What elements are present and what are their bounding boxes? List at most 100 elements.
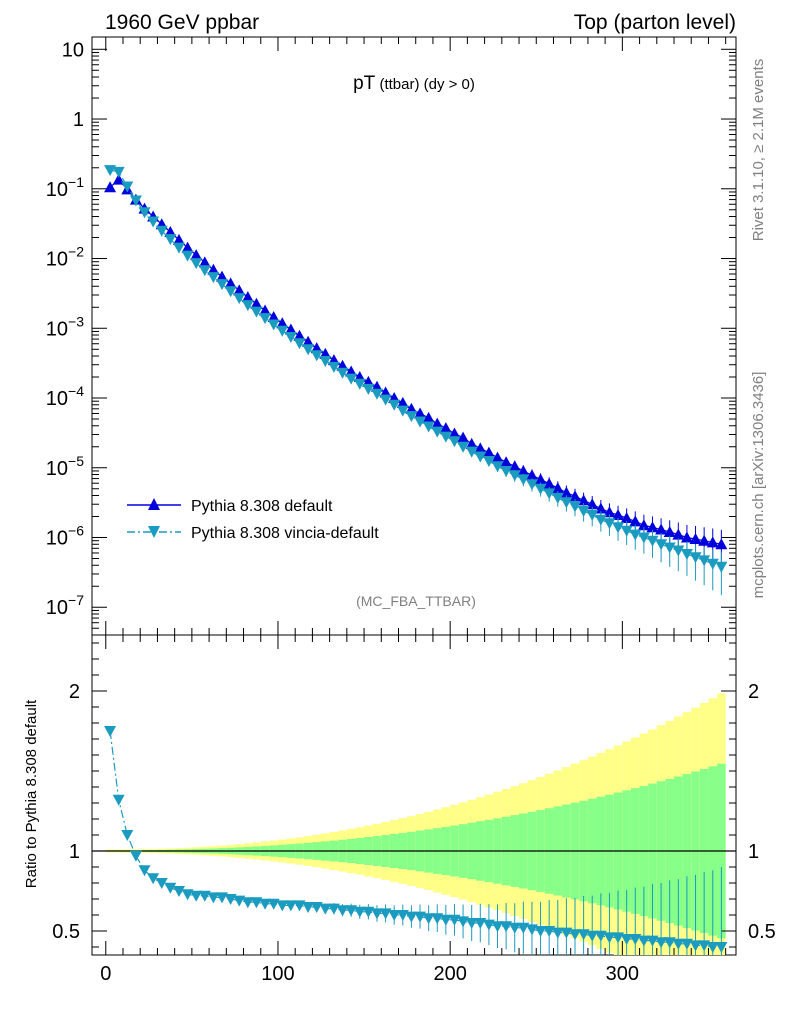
ratio-marker: [147, 873, 160, 885]
ratio-marker: [439, 914, 452, 926]
ratio-marker: [715, 942, 728, 953]
marker-default: [500, 456, 513, 468]
marker-vincia: [267, 319, 280, 331]
marker-vincia: [560, 497, 573, 509]
ratio-marker: [508, 922, 521, 934]
ratio-marker: [250, 897, 263, 909]
ratio-marker: [663, 937, 676, 949]
marker-vincia: [164, 234, 177, 246]
marker-default: [284, 323, 297, 335]
marker-vincia: [104, 165, 117, 177]
marker-default: [259, 304, 272, 316]
marker-vincia: [715, 561, 728, 573]
marker-vincia: [431, 426, 444, 438]
ratio-marker: [327, 903, 340, 915]
ratio-marker: [672, 938, 685, 950]
marker-vincia: [620, 525, 633, 537]
ratio-marker: [603, 932, 616, 944]
legend-item-vincia: Pythia 8.308 vincia-default: [127, 525, 379, 542]
marker-default: [396, 396, 409, 408]
ratio-marker: [594, 930, 607, 942]
marker-default: [190, 249, 203, 261]
marker-default: [517, 464, 530, 476]
ratio-marker: [112, 794, 125, 806]
ratio-marker: [190, 890, 203, 902]
marker-vincia: [112, 166, 125, 178]
marker-vincia: [259, 313, 272, 325]
marker-default: [302, 335, 315, 347]
ratio-marker: [379, 908, 392, 920]
mcplots-reference-text: mcplots.cern.ch [arXiv:1306.3436]: [750, 372, 767, 599]
header-left: 1960 GeV ppbar: [105, 11, 259, 34]
marker-vincia: [534, 483, 547, 495]
ratio-x-tick-label: 200: [433, 963, 466, 985]
main-y-tick-label: 10−2: [46, 244, 84, 271]
marker-vincia: [345, 373, 358, 385]
marker-vincia: [121, 181, 134, 193]
main-y-tick-label: 10: [62, 39, 84, 61]
marker-default: [680, 531, 693, 543]
main-y-tick-label: 1: [73, 109, 84, 131]
marker-vincia: [698, 555, 711, 567]
marker-vincia: [198, 265, 211, 277]
marker-default: [594, 502, 607, 514]
marker-default: [525, 469, 538, 481]
marker-vincia: [405, 411, 418, 423]
ratio-marker: [181, 889, 194, 901]
ratio-y-tick-label-right: 0.5: [748, 921, 776, 943]
marker-default: [706, 536, 719, 548]
ratio-marker: [680, 938, 693, 950]
marker-vincia: [147, 216, 160, 228]
ratio-marker: [422, 913, 435, 925]
ratio-x-tick-label: 0: [100, 963, 111, 985]
marker-vincia: [216, 279, 229, 291]
main-y-tick-label: 10−4: [46, 383, 84, 410]
ratio-marker: [121, 830, 134, 841]
ratio-marker: [474, 918, 487, 929]
marker-vincia: [448, 436, 461, 448]
marker-vincia: [689, 552, 702, 564]
main-y-tick-label: 10−7: [46, 592, 84, 619]
ratio-marker: [405, 911, 418, 923]
ratio-marker: [276, 900, 289, 912]
ratio-marker: [388, 910, 401, 921]
marker-vincia: [370, 388, 383, 400]
ratio-marker: [612, 932, 625, 944]
ratio-marker: [155, 878, 168, 889]
marker-default: [646, 521, 659, 533]
main-y-tick-label: 10−1: [46, 174, 84, 201]
marker-default: [181, 241, 194, 253]
marker-default: [620, 512, 633, 524]
marker-vincia: [414, 416, 427, 428]
marker-vincia: [396, 405, 409, 417]
main-series: [104, 165, 728, 596]
marker-vincia: [241, 300, 254, 312]
ratio-marker: [637, 935, 650, 947]
marker-vincia: [276, 325, 289, 337]
ratio-marker: [241, 897, 254, 909]
ratio-marker: [551, 927, 564, 939]
marker-vincia: [569, 501, 581, 513]
ratio-marker: [224, 894, 237, 905]
marker-default: [603, 506, 616, 518]
marker-vincia: [543, 488, 556, 500]
marker-vincia: [319, 355, 332, 367]
ratio-marker: [517, 922, 530, 934]
ratio-marker: [370, 908, 383, 920]
main-axes: 10−7 10−6 10−5 10−4 10−3 10−2 10−1 1 10: [46, 37, 736, 636]
marker-vincia: [706, 558, 719, 570]
ratio-marker: [104, 726, 117, 737]
legend: Pythia 8.308 default Pythia 8.308 vincia…: [127, 498, 379, 542]
marker-default: [672, 528, 685, 540]
ratio-x-tick-label: 100: [261, 963, 294, 985]
marker-default: [414, 407, 427, 419]
marker-vincia: [637, 532, 650, 544]
marker-default: [689, 533, 702, 545]
ratio-y-tick-label: 1: [69, 841, 80, 863]
ratio-marker: [414, 911, 427, 923]
marker-vincia: [439, 431, 452, 443]
marker-vincia: [551, 492, 564, 504]
marker-default: [172, 233, 185, 245]
ratio-marker: [345, 905, 358, 917]
ratio-marker: [267, 898, 280, 910]
